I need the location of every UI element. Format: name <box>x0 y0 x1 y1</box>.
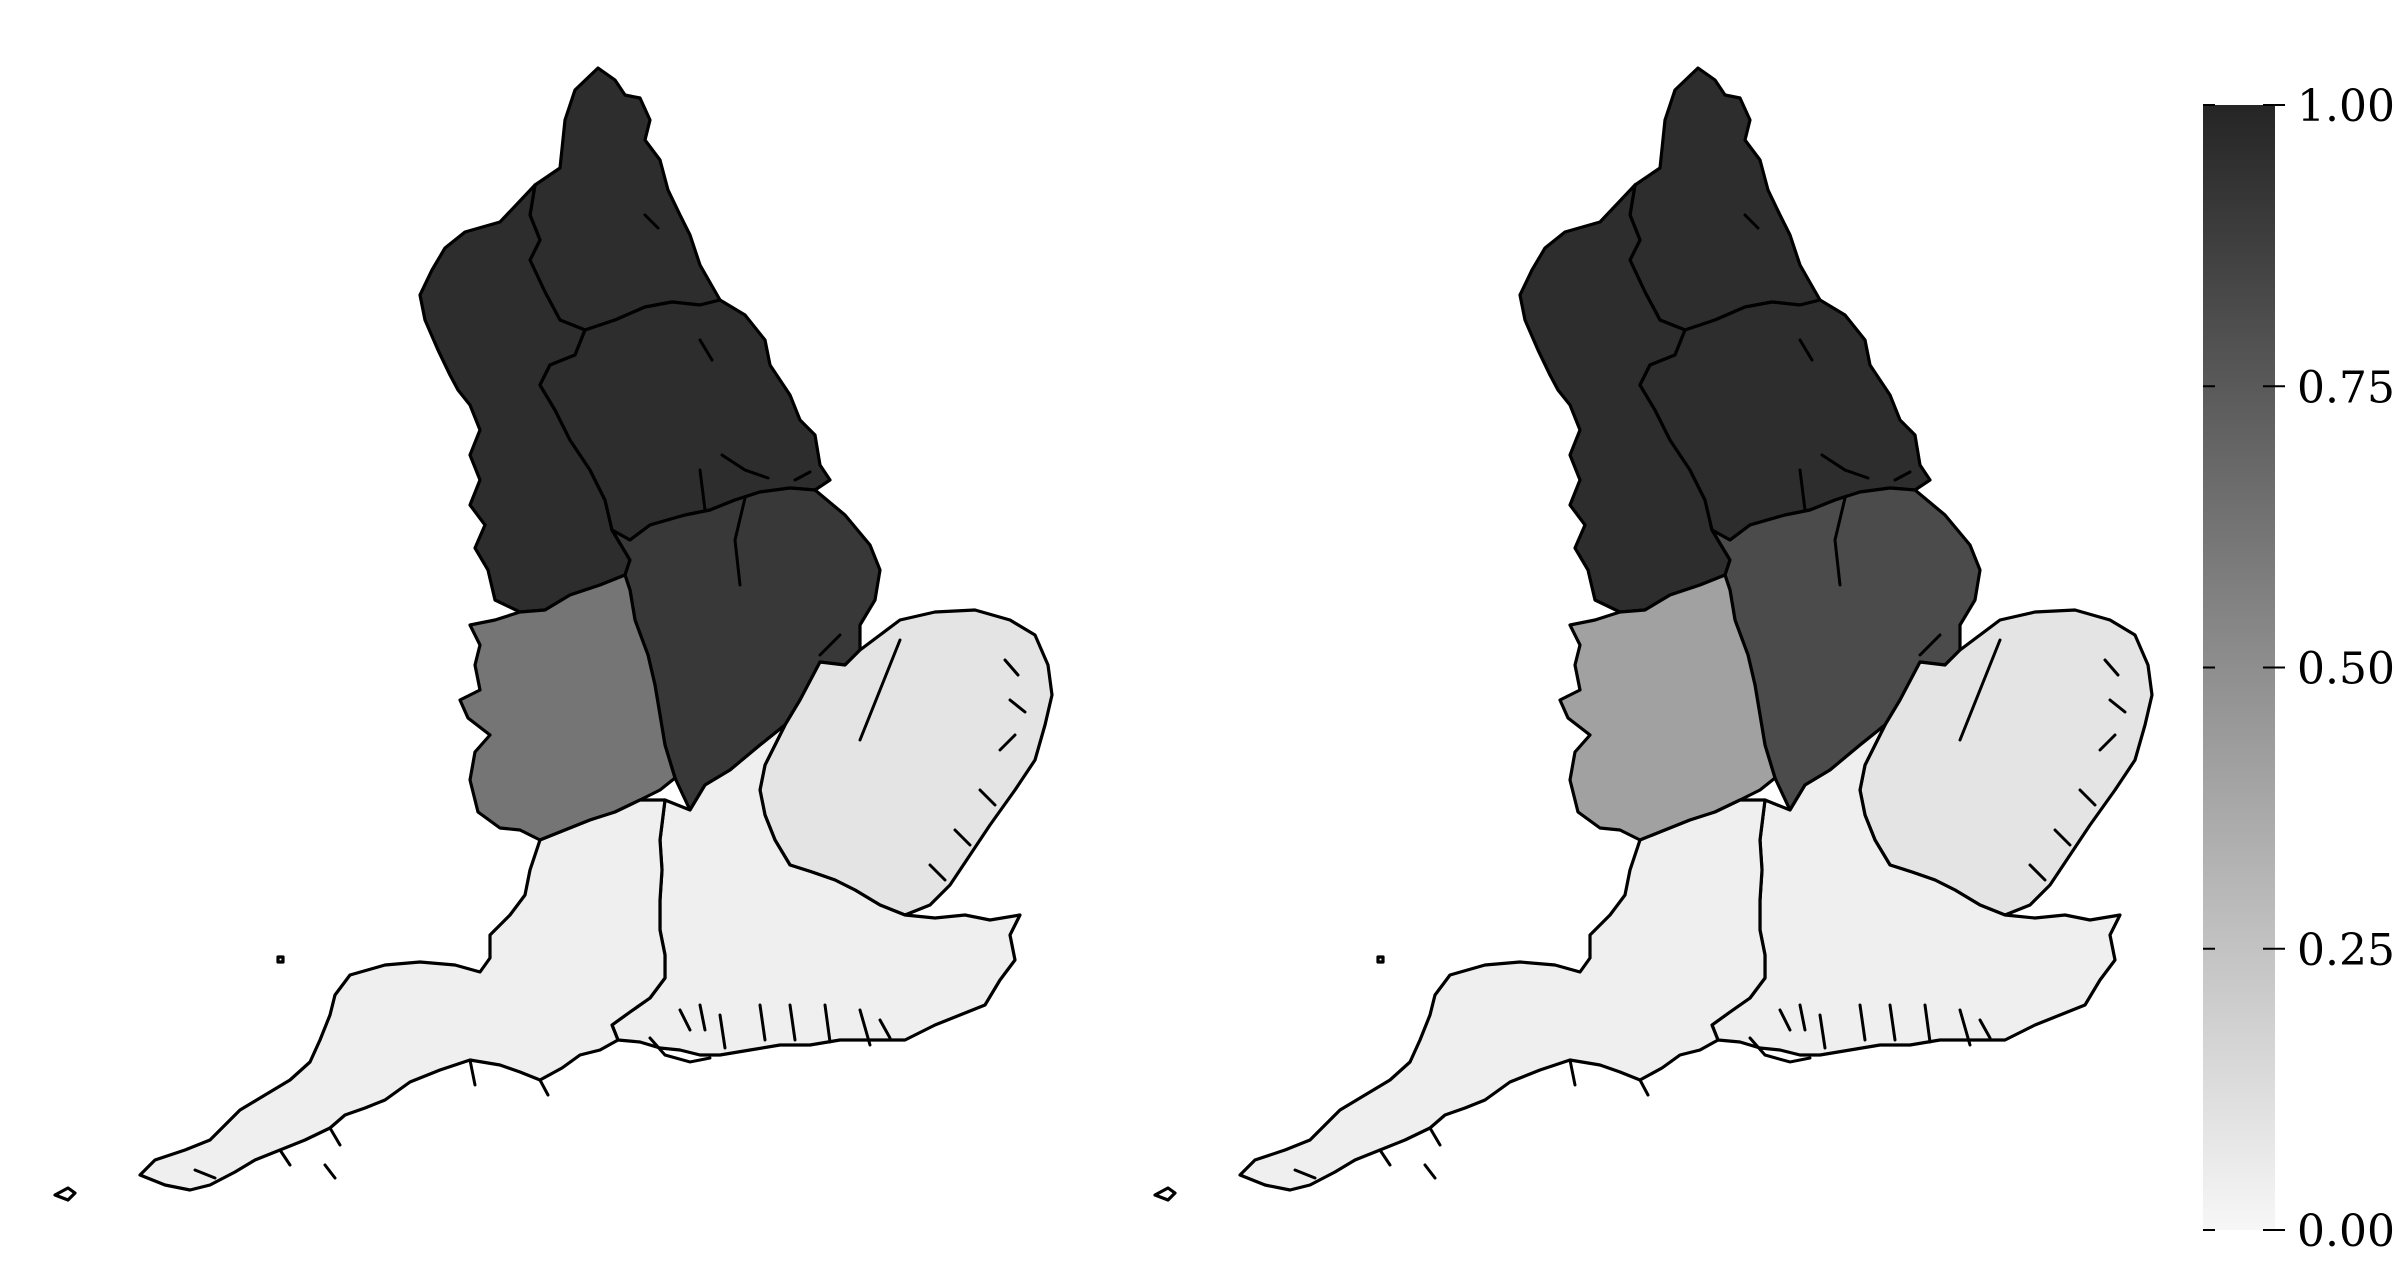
colorbar: 1.00 0.75 0.50 0.25 0.00 <box>2203 81 2395 1257</box>
region-west-midlands <box>1558 573 1777 842</box>
colorbar-tick-label: 0.00 <box>2297 1206 2395 1257</box>
region-north-east <box>1628 66 1822 332</box>
region-west-midlands <box>458 573 677 842</box>
map-left <box>53 66 1054 1202</box>
colorbar-tick-label: 1.00 <box>2297 81 2395 132</box>
region-north-east <box>528 66 722 332</box>
region-south-west <box>138 798 667 1192</box>
colorbar-tick-label: 0.75 <box>2297 362 2395 413</box>
colorbar-tick-label: 0.25 <box>2297 925 2395 976</box>
region-south-west <box>1238 798 1767 1192</box>
map-right <box>1153 66 2154 1202</box>
colorbar-tick-label: 0.50 <box>2297 644 2395 695</box>
